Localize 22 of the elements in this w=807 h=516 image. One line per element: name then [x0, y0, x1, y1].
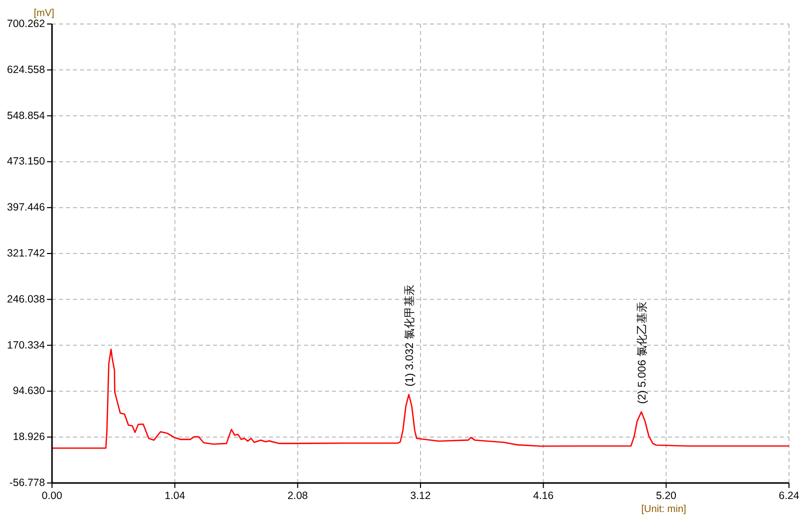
y-axis-title: [mV]	[34, 8, 54, 19]
x-tick-label: 5.20	[656, 490, 677, 502]
y-tick-label: 397.446	[7, 202, 46, 214]
y-tick-label: 94.630	[12, 385, 46, 398]
y-tick-label: 246.038	[7, 293, 46, 306]
y-tick-label: -56.778	[9, 477, 46, 489]
y-tick-label: 473.150	[7, 156, 46, 168]
y-tick-label: 321.742	[7, 248, 46, 260]
x-tick-label: 3.12	[410, 490, 431, 502]
annotation: (1) 3.032 氯化甲基汞	[402, 284, 416, 386]
y-tick-label: 548.854	[7, 110, 46, 122]
x-tick-label: 2.08	[287, 490, 308, 502]
x-tick-label: 6.24	[778, 490, 800, 502]
y-tick-label: 700.262	[7, 18, 46, 30]
x-tick-label: 1.04	[164, 490, 186, 502]
x-axis-title: [Unit: min]	[641, 504, 686, 515]
y-tick-label: 170.334	[7, 339, 46, 352]
x-tick-label: 4.16	[533, 490, 554, 502]
y-tick-label: 18.926	[12, 431, 46, 444]
annotation: (2) 5.006 氯化乙基汞	[635, 302, 648, 404]
y-tick-label: 624.558	[7, 64, 46, 76]
x-tick-label: 0.00	[42, 490, 62, 502]
